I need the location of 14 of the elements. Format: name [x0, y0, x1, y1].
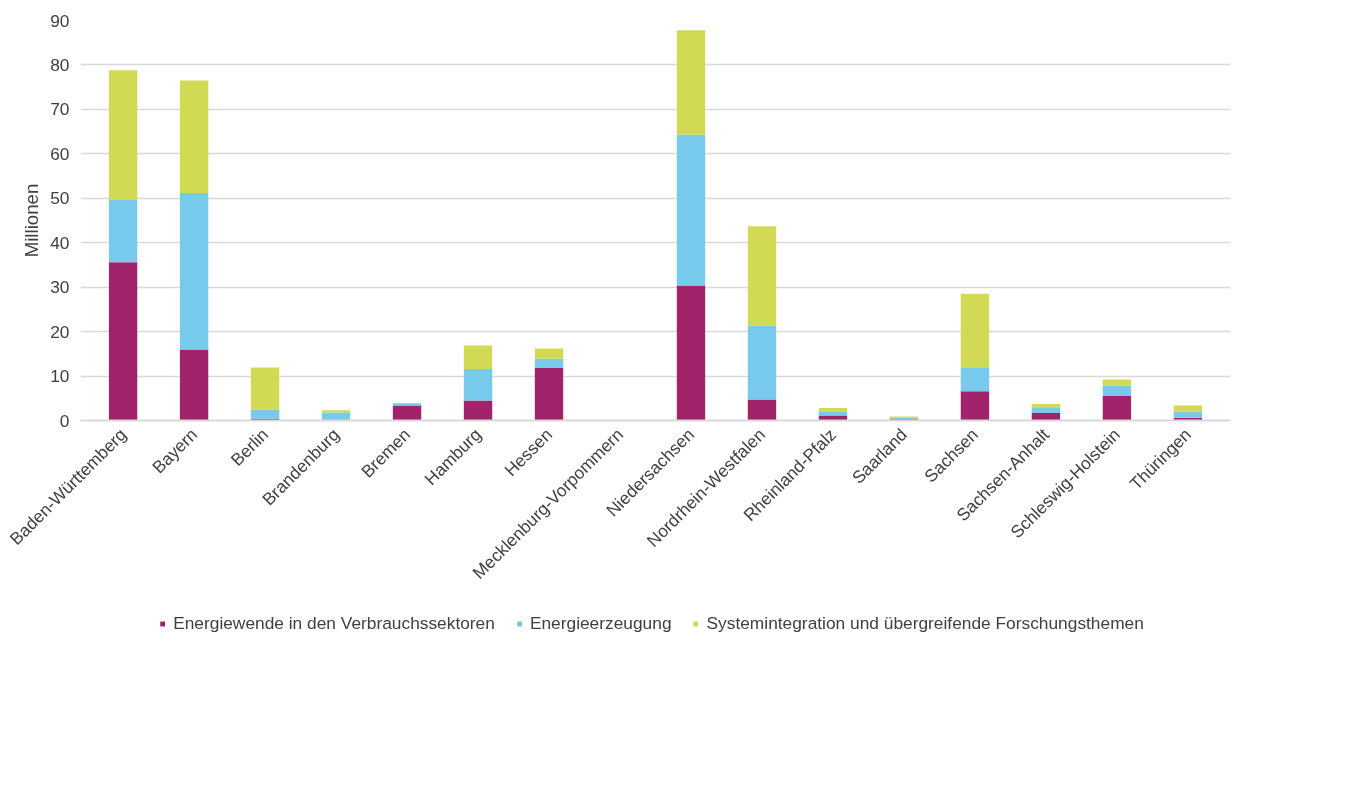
- y-tick-label: 10: [50, 366, 70, 387]
- legend-label: Energiewende in den Verbrauchssektoren: [173, 612, 495, 634]
- y-tick-label: 70: [50, 99, 70, 120]
- y-tick-label: 20: [50, 321, 70, 342]
- y-tick-label: 60: [50, 143, 70, 164]
- y-tick-label: 50: [50, 188, 70, 209]
- y-tick-label: 90: [50, 10, 70, 31]
- y-tick-label: 30: [50, 277, 70, 298]
- legend-label: Energieerzeugung: [529, 612, 672, 634]
- y-tick-label: 40: [50, 232, 70, 253]
- y-tick-label: 80: [50, 54, 70, 75]
- legend-label: Systemintegration und übergreifende Forschungsthemen: [706, 612, 1144, 634]
- y-axis-title: Millionen: [21, 183, 43, 258]
- y-tick-label: 0: [59, 410, 70, 431]
